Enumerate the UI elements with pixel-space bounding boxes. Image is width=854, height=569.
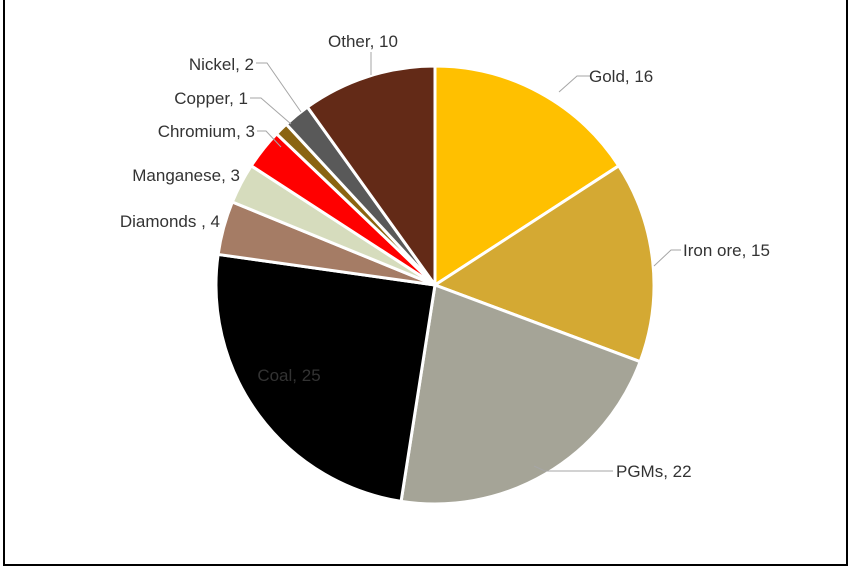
data-label-other: Other, 10 (328, 32, 398, 51)
leader-line-iron-ore (653, 249, 681, 267)
data-label-copper: Copper, 1 (174, 89, 248, 108)
data-label-coal: Coal, 25 (257, 366, 320, 385)
leader-line-copper (250, 97, 292, 125)
leader-lines (250, 52, 681, 472)
leader-line-chromium (257, 130, 282, 148)
data-label-chromium: Chromium, 3 (158, 122, 255, 141)
data-label-diamonds: Diamonds , 4 (120, 212, 220, 231)
leader-line-nickel (256, 62, 302, 113)
slice-iron-ore (433, 164, 656, 364)
pie-chart: Gold, 16 Iron ore, 15 PGMs, 22 Coal, 25 Diam… (120, 32, 770, 506)
data-label-iron-ore: Iron ore, 15 (683, 241, 770, 260)
slice-gold (433, 64, 621, 287)
slice-pgms (399, 283, 642, 506)
chart-area: Gold, 16 Iron ore, 15 PGMs, 22 Coal, 25 Diam… (3, 0, 848, 566)
leader-line-gold (558, 75, 590, 93)
data-label-gold: Gold, 16 (589, 67, 653, 86)
pie-slices (214, 64, 656, 506)
data-label-manganese: Manganese, 3 (132, 166, 240, 185)
slice-other (305, 64, 437, 287)
data-label-nickel: Nickel, 2 (189, 55, 254, 74)
slice-labels: Gold, 16 Iron ore, 15 PGMs, 22 Coal, 25 Diam… (120, 32, 770, 481)
data-label-pgms: PGMs, 22 (616, 462, 692, 481)
leader-line-pgms (533, 465, 613, 472)
slice-coal (214, 252, 437, 503)
